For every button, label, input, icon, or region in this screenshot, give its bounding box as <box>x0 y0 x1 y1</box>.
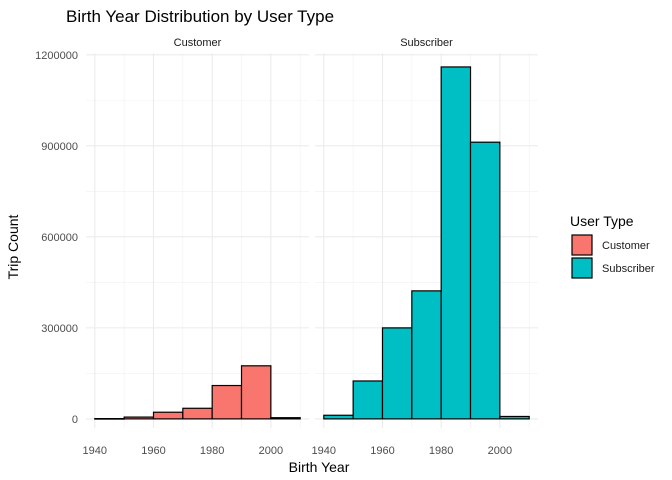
legend-key-swatch <box>571 257 593 279</box>
facet-panels: Customer 1940 1960 1980 2000 Subscriber 1940 19… <box>83 37 538 457</box>
histogram-bar <box>123 416 155 420</box>
facet-strip-label: Subscriber <box>400 37 453 49</box>
legend-key-swatch <box>571 234 593 256</box>
x-tick-label: 1940 <box>312 445 336 457</box>
y-tick-label: 900000 <box>41 141 78 153</box>
y-tick-label: 300000 <box>41 323 78 335</box>
x-tick-label: 1960 <box>141 445 165 457</box>
histogram-bar <box>323 414 354 420</box>
x-tick-label: 1940 <box>83 445 107 457</box>
histogram-bar <box>499 415 530 420</box>
legend-entry-label: Subscriber <box>602 263 655 275</box>
legend: User Type Customer Subscriber <box>570 213 655 279</box>
y-axis-title: Trip Count <box>5 214 21 279</box>
histogram-bar <box>94 417 125 420</box>
histogram-bar <box>469 141 501 420</box>
x-tick-label: 2000 <box>488 445 512 457</box>
facet-panel-subscriber: Subscriber 1940 1960 1980 2000 <box>312 37 538 457</box>
histogram-bar <box>182 407 213 420</box>
chart-title: Birth Year Distribution by User Type <box>66 7 334 26</box>
x-tick-label: 1980 <box>429 445 453 457</box>
legend-entry-label: Customer <box>602 240 650 252</box>
y-tick-label: 600000 <box>41 232 78 244</box>
x-axis-title: Birth Year <box>289 459 350 475</box>
x-tick-label: 1960 <box>370 445 394 457</box>
histogram-bar <box>240 365 272 420</box>
facet-strip-label: Customer <box>174 37 222 49</box>
legend-title: User Type <box>570 213 634 229</box>
histogram-bar <box>270 417 301 420</box>
histogram-bar <box>381 327 413 420</box>
histogram-bar <box>411 290 442 420</box>
histogram-bar <box>152 411 184 420</box>
facet-panel-customer: Customer 1940 1960 1980 2000 <box>83 37 309 457</box>
y-tick-label: 1200000 <box>35 50 78 62</box>
y-tick-label: 0 <box>72 414 78 426</box>
histogram-bar <box>440 66 472 420</box>
y-axis-ticks: 0 300000 600000 900000 1200000 <box>35 50 78 426</box>
histogram-bar <box>211 384 243 420</box>
histogram-bar <box>352 380 384 420</box>
x-tick-label: 1980 <box>200 445 224 457</box>
x-tick-label: 2000 <box>259 445 283 457</box>
